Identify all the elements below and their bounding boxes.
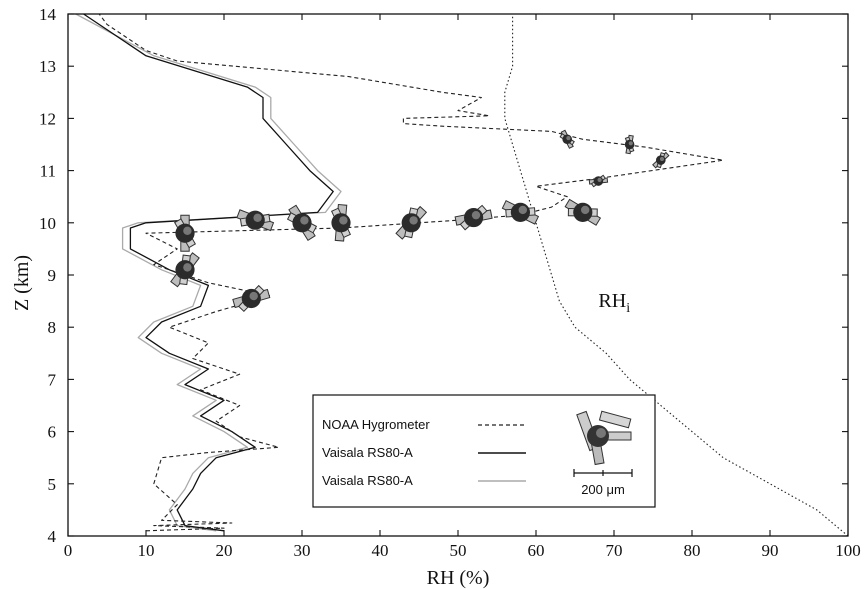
x-tick-label: 40 <box>372 541 389 560</box>
x-tick-label: 50 <box>450 541 467 560</box>
y-tick-label: 12 <box>39 109 56 128</box>
rhi-annotation-sub: i <box>626 301 630 316</box>
x-tick-label: 70 <box>606 541 623 560</box>
x-tick-label: 90 <box>762 541 779 560</box>
x-tick-label: 0 <box>64 541 73 560</box>
legend-label-noaa: NOAA Hygrometer <box>322 417 430 432</box>
rhi-annotation-main: RH <box>598 290 626 312</box>
plot-area: 0 10 20 30 40 50 60 70 80 90 100 4 5 6 7 8 9 10 11 12 13 14 <box>39 5 861 560</box>
ice-crystal-image <box>588 174 609 188</box>
series-line-2 <box>75 13 342 532</box>
x-tick-label: 80 <box>684 541 701 560</box>
rhi-annotation: RHi <box>598 290 630 316</box>
ice-crystal-image <box>624 134 635 155</box>
x-axis-title: RH (%) <box>427 567 490 589</box>
ice-crystal-image <box>330 203 352 242</box>
ice-crystal-image <box>173 214 197 252</box>
y-tick-label: 14 <box>39 5 57 24</box>
ice-crystal-image <box>564 198 602 226</box>
y-axis-title: Z (km) <box>11 255 33 311</box>
y-tick-label: 11 <box>40 162 56 181</box>
x-tick-label: 60 <box>528 541 545 560</box>
x-tick-label: 10 <box>138 541 155 560</box>
ice-crystal-image <box>501 200 540 225</box>
y-tick-label: 4 <box>48 527 57 546</box>
x-tick-label: 20 <box>216 541 233 560</box>
y-tick-label: 5 <box>48 475 57 494</box>
ice-crystal-image <box>395 205 428 240</box>
ice-crystal-image <box>286 204 318 241</box>
y-tick-label: 7 <box>48 370 57 389</box>
legend: NOAA Hygrometer Vaisala RS80-A Vaisala R… <box>312 394 656 508</box>
plot-frame <box>67 13 849 537</box>
y-tick-label: 6 <box>48 423 57 442</box>
legend-crystal-image <box>576 410 632 466</box>
y-tick-label: 9 <box>48 266 57 285</box>
ice-crystal-image <box>559 129 575 149</box>
scale-bar-label: 200 μm <box>581 482 625 497</box>
legend-label-vaisala-1: Vaisala RS80-A <box>322 445 413 460</box>
ice-crystal-image <box>232 284 271 313</box>
ice-crystal-image <box>236 209 275 232</box>
series-line-0 <box>98 13 724 532</box>
legend-label-vaisala-2: Vaisala RS80-A <box>322 473 413 488</box>
series-line-3 <box>504 14 849 537</box>
ice-crystal-image <box>454 204 493 231</box>
ice-crystal-image <box>652 151 670 169</box>
x-tick-label: 30 <box>294 541 311 560</box>
y-tick-label: 13 <box>39 57 56 76</box>
ice-crystal-image <box>170 252 200 288</box>
x-tick-label: 100 <box>835 541 861 560</box>
series-line-1 <box>83 13 334 532</box>
y-tick-label: 10 <box>39 214 56 233</box>
y-tick-label: 8 <box>48 318 57 337</box>
